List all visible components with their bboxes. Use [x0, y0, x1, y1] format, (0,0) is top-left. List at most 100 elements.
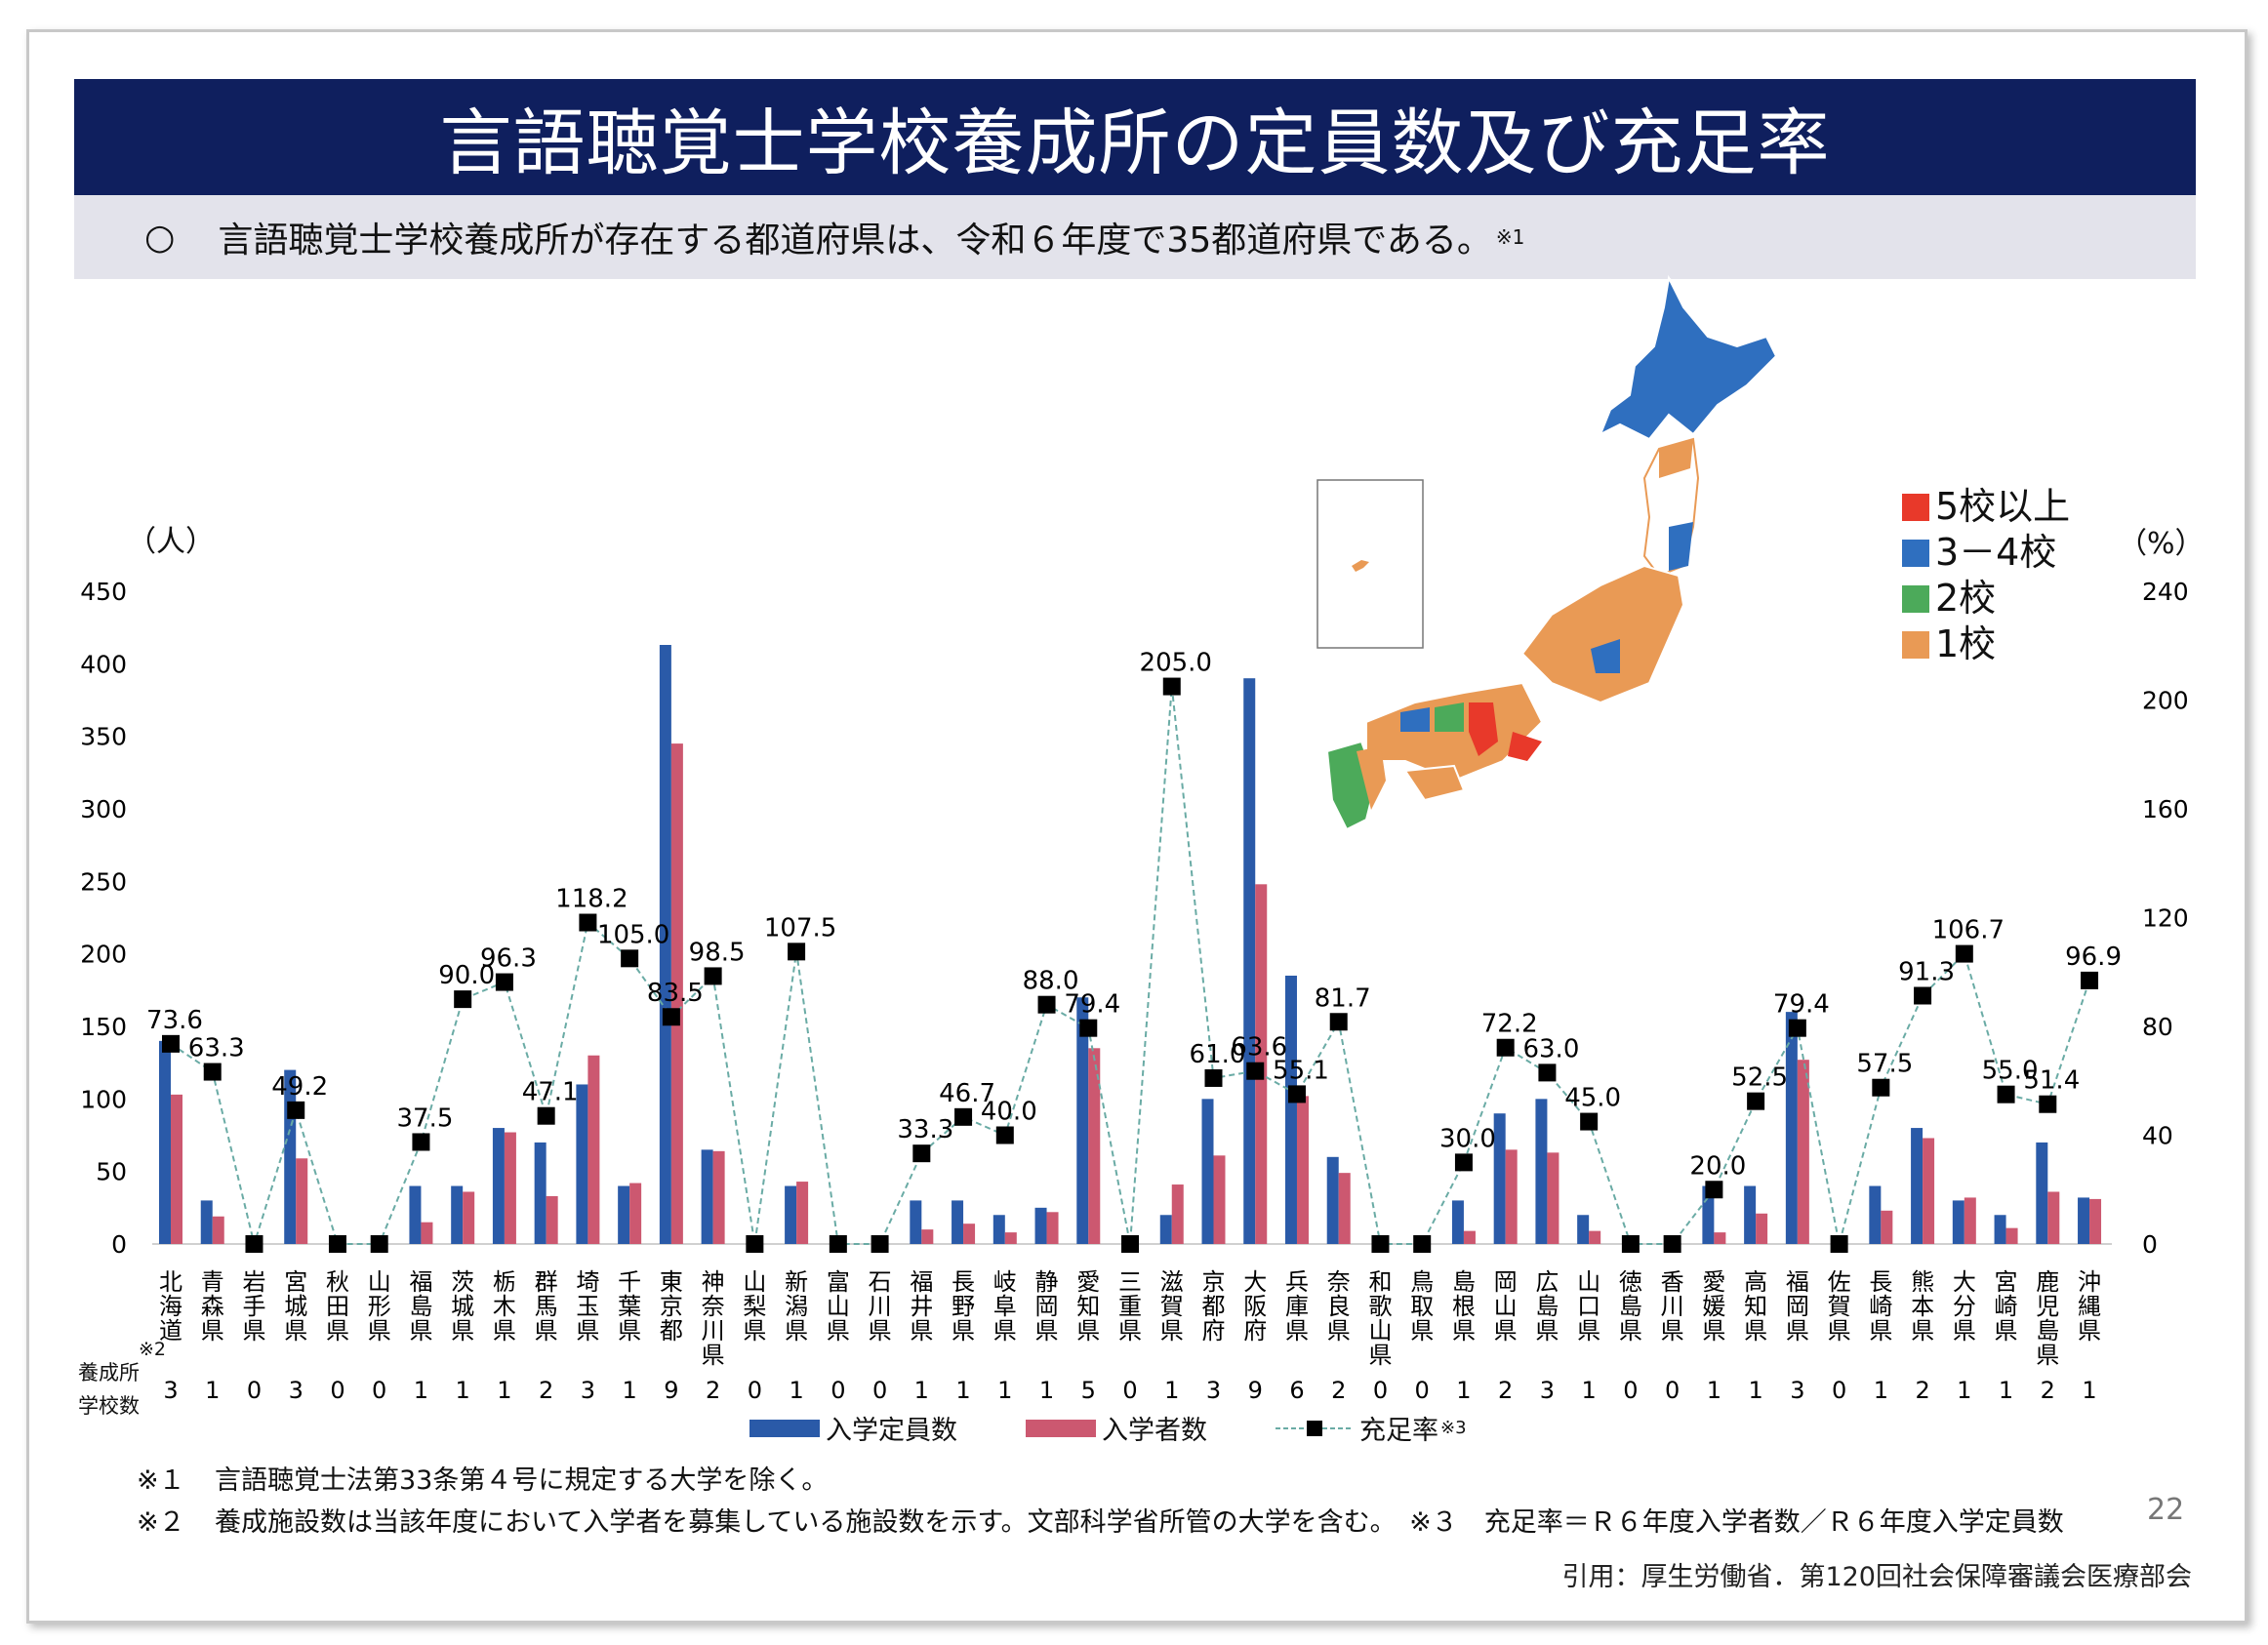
category-label-char: 島: [2036, 1317, 2059, 1344]
category-label-char: 鹿: [2036, 1268, 2059, 1296]
fill-rate-marker: [1329, 1013, 1348, 1031]
fill-rate-marker: [245, 1235, 263, 1253]
fill-rate-label: 46.7: [939, 1079, 995, 1108]
fill-rate-label: 105.0: [597, 920, 669, 949]
bar-capacity: [910, 1200, 922, 1244]
category-label-char: 県: [1661, 1317, 1684, 1344]
bar-enrolled: [1547, 1152, 1559, 1244]
bar-enrolled: [1088, 1048, 1101, 1244]
kanto-shape: [1520, 564, 1685, 704]
category-label-char: 高: [1744, 1268, 1767, 1296]
bar-capacity: [1994, 1215, 2006, 1244]
left-axis-tick: 350: [80, 723, 127, 751]
fill-rate-label: 91.3: [1898, 958, 1955, 987]
category-label-char: 県: [1911, 1317, 1934, 1344]
bar-capacity: [1201, 1099, 1214, 1244]
category-label-char: 鳥: [1410, 1268, 1434, 1296]
footnote-mark: ※２: [137, 1507, 185, 1538]
left-axis-unit: （人）: [127, 525, 215, 559]
left-axis-tick: 250: [80, 867, 127, 896]
school-count: 2: [539, 1377, 553, 1404]
fill-rate-marker: [788, 943, 806, 961]
school-count: 0: [330, 1377, 344, 1404]
category-label-char: 群: [535, 1268, 558, 1296]
category-label-char: 徳: [1619, 1268, 1642, 1296]
category-label-char: 県: [1160, 1317, 1184, 1344]
bullet-circle: ○: [144, 217, 176, 258]
category-label-char: 縄: [2078, 1293, 2101, 1320]
category-label-char: 山: [1368, 1317, 1392, 1344]
bar-enrolled: [1923, 1138, 1935, 1244]
fill-rate-marker: [287, 1101, 305, 1119]
category-label-char: 新: [785, 1268, 808, 1296]
fill-rate-marker: [1287, 1085, 1306, 1103]
bar-capacity: [492, 1128, 505, 1244]
schools-note-ref: ※2: [139, 1339, 167, 1360]
category-label-char: 山: [368, 1268, 391, 1296]
category-label-char: 茨: [451, 1268, 474, 1296]
category-label-char: 京: [660, 1293, 683, 1320]
fill-rate-marker: [1872, 1078, 1890, 1097]
bar-capacity: [659, 645, 671, 1244]
category-label-char: 県: [702, 1342, 725, 1369]
bar-enrolled: [1296, 1096, 1309, 1244]
category-label-char: 庫: [1285, 1293, 1309, 1320]
bar-enrolled: [2089, 1198, 2102, 1244]
fill-rate-marker: [579, 913, 597, 932]
fill-rate-marker: [1246, 1062, 1265, 1080]
category-label-char: 知: [1076, 1293, 1100, 1320]
school-count: 1: [205, 1377, 220, 1404]
bar-enrolled: [963, 1224, 976, 1244]
category-label-char: 城: [451, 1293, 474, 1320]
legend-label: 充足率: [1359, 1416, 1438, 1446]
category-label-char: 福: [1786, 1268, 1809, 1296]
fill-rate-marker: [2039, 1095, 2057, 1113]
category-label-char: 栃: [493, 1268, 516, 1296]
okinawa-inset-box: [1316, 479, 1424, 649]
fill-rate-marker: [2081, 971, 2099, 989]
japan-map: [1316, 274, 1778, 831]
category-label-char: 県: [993, 1317, 1017, 1344]
footnote-text: 養成施設数は当該年度において入学者を募集している施設数を示す。文部科学省所管の大…: [215, 1507, 2064, 1538]
school-count: 3: [581, 1377, 595, 1404]
category-label-char: 福: [910, 1268, 933, 1296]
school-count: 1: [1039, 1377, 1054, 1404]
category-label-char: 広: [1535, 1268, 1559, 1296]
school-count: 1: [914, 1377, 929, 1404]
category-label-char: 県: [1995, 1317, 2018, 1344]
category-label-char: 県: [326, 1317, 349, 1344]
fill-rate-marker: [1121, 1235, 1140, 1253]
fill-rate-label: 107.5: [764, 913, 836, 943]
map-legend-item: 3－4校: [1902, 530, 2070, 576]
fill-rate-marker: [912, 1144, 931, 1163]
fill-rate-marker: [829, 1235, 847, 1253]
fill-rate-marker: [1580, 1112, 1599, 1131]
fill-rate-label: 79.4: [1064, 990, 1120, 1020]
category-label-char: 県: [1035, 1317, 1059, 1344]
bar-enrolled: [1171, 1184, 1184, 1244]
category-label-char: 岡: [1786, 1293, 1809, 1320]
bar-enrolled: [1213, 1155, 1226, 1244]
bar-capacity: [409, 1185, 422, 1244]
bar-capacity: [1243, 678, 1256, 1244]
right-axis-tick: 160: [2142, 795, 2189, 823]
right-axis-tick: 0: [2142, 1230, 2158, 1259]
category-label-char: 奈: [1327, 1268, 1351, 1296]
category-label-char: 県: [1828, 1317, 1851, 1344]
map-legend-item: 1校: [1902, 622, 2070, 667]
category-label-char: 取: [1410, 1293, 1434, 1320]
category-label-char: 千: [618, 1268, 641, 1296]
bar-enrolled: [1046, 1212, 1059, 1244]
category-label-char: 県: [1619, 1317, 1642, 1344]
legend-swatch-capacity: [749, 1419, 820, 1437]
bar-capacity: [451, 1185, 464, 1244]
category-label-char: 賀: [1828, 1293, 1851, 1320]
slide-title: 言語聴覚士学校養成所の定員数及び充足率: [74, 79, 2196, 195]
bar-enrolled: [1463, 1230, 1476, 1244]
fill-rate-marker: [1997, 1085, 2015, 1103]
school-count: 0: [872, 1377, 887, 1404]
fill-rate-label: 73.6: [146, 1006, 203, 1035]
school-count: 1: [1164, 1377, 1179, 1404]
category-label-char: 梨: [743, 1293, 766, 1320]
slide-frame: [26, 29, 2248, 1624]
